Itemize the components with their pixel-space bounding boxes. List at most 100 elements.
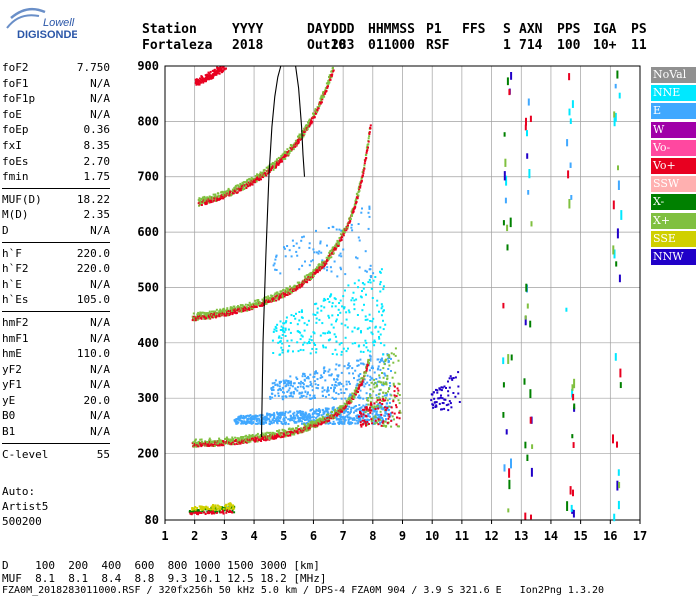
echo-point — [357, 359, 360, 362]
trace-point — [322, 92, 324, 95]
trace-point — [204, 314, 207, 317]
echo-point — [382, 360, 385, 363]
noise-point — [502, 357, 505, 365]
echo-point — [344, 324, 347, 327]
echo-point — [394, 347, 397, 350]
echo-point — [250, 422, 253, 425]
param-row: hmF1 N/A — [2, 331, 110, 347]
echo-point — [383, 414, 386, 417]
echo-point — [321, 322, 324, 325]
echo-point — [392, 384, 395, 387]
trace-point — [368, 131, 371, 134]
echo-point — [389, 414, 392, 417]
echo-point — [292, 245, 295, 247]
echo-point — [365, 293, 367, 296]
noise-point — [617, 180, 620, 190]
echo-point — [316, 409, 319, 412]
trace-point — [217, 67, 220, 70]
echo-point — [302, 387, 305, 390]
echo-point — [296, 341, 299, 344]
echo-point — [381, 421, 384, 424]
echo-point — [365, 270, 368, 273]
echo-point — [281, 349, 284, 351]
param-divider — [2, 442, 110, 444]
echo-point — [374, 409, 376, 412]
echo-point — [238, 415, 241, 418]
trace-point — [209, 70, 212, 73]
echo-point — [311, 259, 314, 262]
echo-point — [389, 412, 392, 415]
echo-point — [275, 269, 278, 271]
echo-point — [454, 395, 457, 398]
echo-point — [378, 397, 381, 400]
trace-point — [201, 77, 204, 80]
echo-point — [371, 422, 374, 425]
param-name: foE — [2, 107, 22, 121]
echo-point — [327, 227, 330, 229]
x-tick-label: 10 — [425, 529, 439, 543]
trace-point — [220, 69, 223, 71]
header-value-3: 283 — [331, 38, 355, 53]
echo-point — [335, 391, 338, 394]
echo-point — [372, 279, 375, 282]
echo-point — [293, 382, 296, 385]
trace-point — [317, 107, 320, 110]
trace-point — [248, 177, 251, 180]
trace-point — [249, 184, 251, 187]
noise-point — [506, 77, 509, 86]
echo-point — [242, 417, 245, 420]
echo-point — [367, 227, 370, 230]
echo-point — [228, 509, 231, 512]
echo-point — [356, 396, 359, 399]
echo-point — [212, 508, 214, 511]
trace-point — [275, 162, 278, 165]
echo-point — [266, 412, 269, 415]
echo-point — [326, 332, 329, 334]
param-divider — [2, 241, 110, 243]
echo-point — [378, 336, 380, 338]
trace-point — [255, 437, 258, 440]
echo-point — [373, 405, 376, 408]
param-value: 2.35 — [83, 208, 111, 222]
trace-point — [276, 433, 279, 436]
echo-point — [303, 413, 306, 416]
echo-point — [284, 410, 287, 413]
trace-point — [222, 66, 225, 69]
noise-point — [524, 315, 527, 320]
echo-point — [374, 419, 377, 422]
echo-point — [287, 380, 290, 382]
echo-point — [296, 415, 299, 418]
trace-point — [302, 279, 305, 282]
echo-point — [273, 381, 276, 384]
trace-point — [223, 311, 226, 314]
echo-point — [292, 315, 295, 317]
trace-point — [250, 182, 252, 185]
echo-point — [224, 507, 227, 510]
echo-point — [276, 411, 278, 414]
echo-point — [300, 392, 303, 395]
echo-point — [301, 375, 304, 378]
echo-point — [348, 372, 351, 375]
trace-point — [218, 440, 221, 443]
trace-point — [342, 234, 345, 237]
noise-point — [571, 100, 574, 108]
noise-point — [573, 403, 576, 410]
trace-point — [198, 441, 201, 444]
trace-point — [215, 196, 218, 199]
echo-point — [305, 385, 308, 388]
trace-point — [324, 262, 327, 265]
noise-point — [529, 320, 532, 328]
echo-point — [250, 419, 253, 422]
echo-point — [394, 396, 397, 399]
echo-point — [371, 417, 374, 420]
echo-point — [381, 372, 383, 374]
trace-point — [209, 439, 212, 442]
noise-point — [526, 454, 529, 462]
echo-point — [440, 386, 443, 389]
echo-point — [322, 346, 325, 349]
echo-point — [382, 425, 385, 427]
trace-point — [312, 269, 315, 272]
header-label-7: S — [503, 22, 511, 37]
echo-point — [377, 380, 380, 383]
trace-point — [241, 187, 244, 190]
